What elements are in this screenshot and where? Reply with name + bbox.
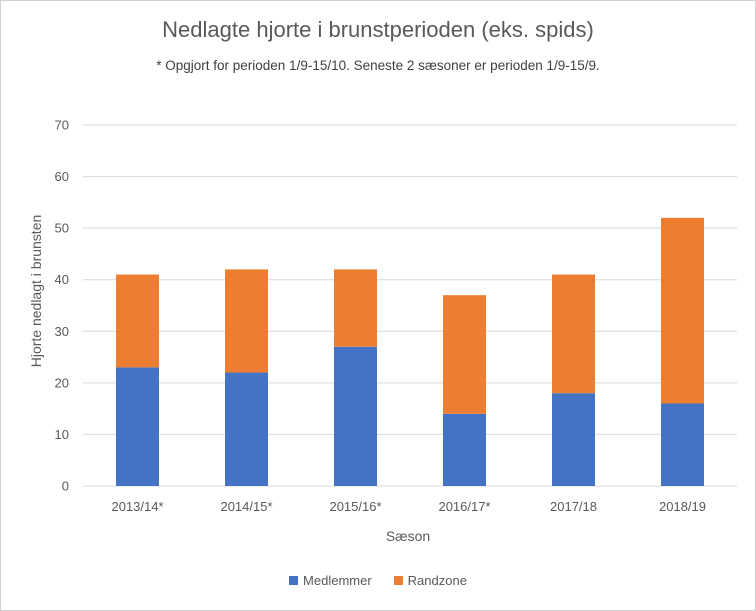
y-tick-label: 70 <box>55 118 69 133</box>
x-tick-label: 2016/17* <box>438 499 490 514</box>
x-tick-label: 2014/15* <box>220 499 272 514</box>
bar-randzone-0 <box>116 274 159 368</box>
bar-randzone-3 <box>443 295 486 414</box>
y-tick-label: 50 <box>55 221 69 236</box>
y-tick-label: 60 <box>55 169 69 184</box>
legend-item-randzone: Randzone <box>393 573 467 588</box>
legend-label: Medlemmer <box>303 573 372 588</box>
x-tick-label: 2018/19 <box>659 499 706 514</box>
bar-medlemmer-4 <box>552 393 595 486</box>
y-tick-label: 40 <box>55 272 69 287</box>
x-axis-title: Sæson <box>386 528 430 544</box>
y-tick-label: 30 <box>55 324 69 339</box>
bar-randzone-1 <box>225 269 268 373</box>
x-tick-label: 2015/16* <box>329 499 381 514</box>
legend-swatch <box>289 576 299 585</box>
y-tick-label: 10 <box>55 427 69 442</box>
x-tick-labels: 2013/14* 2014/15* 2015/16* 2016/17* 2017/18 2… <box>111 499 706 514</box>
bar-medlemmer-5 <box>661 403 704 486</box>
bars <box>116 217 704 486</box>
legend-label: Randzone <box>407 573 467 588</box>
bar-randzone-4 <box>552 274 595 394</box>
x-tick-label: 2013/14* <box>111 499 163 514</box>
legend-swatch <box>393 576 403 585</box>
bar-medlemmer-3 <box>443 413 486 486</box>
bar-medlemmer-0 <box>116 367 159 486</box>
chart-subtitle: * Opgjort for perioden 1/9-15/10. Senest… <box>156 58 600 73</box>
bar-randzone-5 <box>661 217 704 404</box>
y-tick-labels: 0 10 20 30 40 50 60 70 <box>55 118 69 494</box>
legend: Medlemmer Randzone <box>1 573 755 588</box>
bar-medlemmer-2 <box>334 346 377 486</box>
x-tick-label: 2017/18 <box>550 499 597 514</box>
bar-medlemmer-1 <box>225 372 268 486</box>
chart-title: Nedlagte hjorte i brunstperioden (eks. s… <box>162 17 594 42</box>
gridlines <box>83 124 737 487</box>
bar-randzone-2 <box>334 269 377 347</box>
y-tick-label: 0 <box>62 479 69 494</box>
y-tick-label: 20 <box>55 375 69 390</box>
y-axis-title: Hjorte nedlagt i brunsten <box>28 215 44 368</box>
legend-item-medlemmer: Medlemmer <box>289 573 372 588</box>
